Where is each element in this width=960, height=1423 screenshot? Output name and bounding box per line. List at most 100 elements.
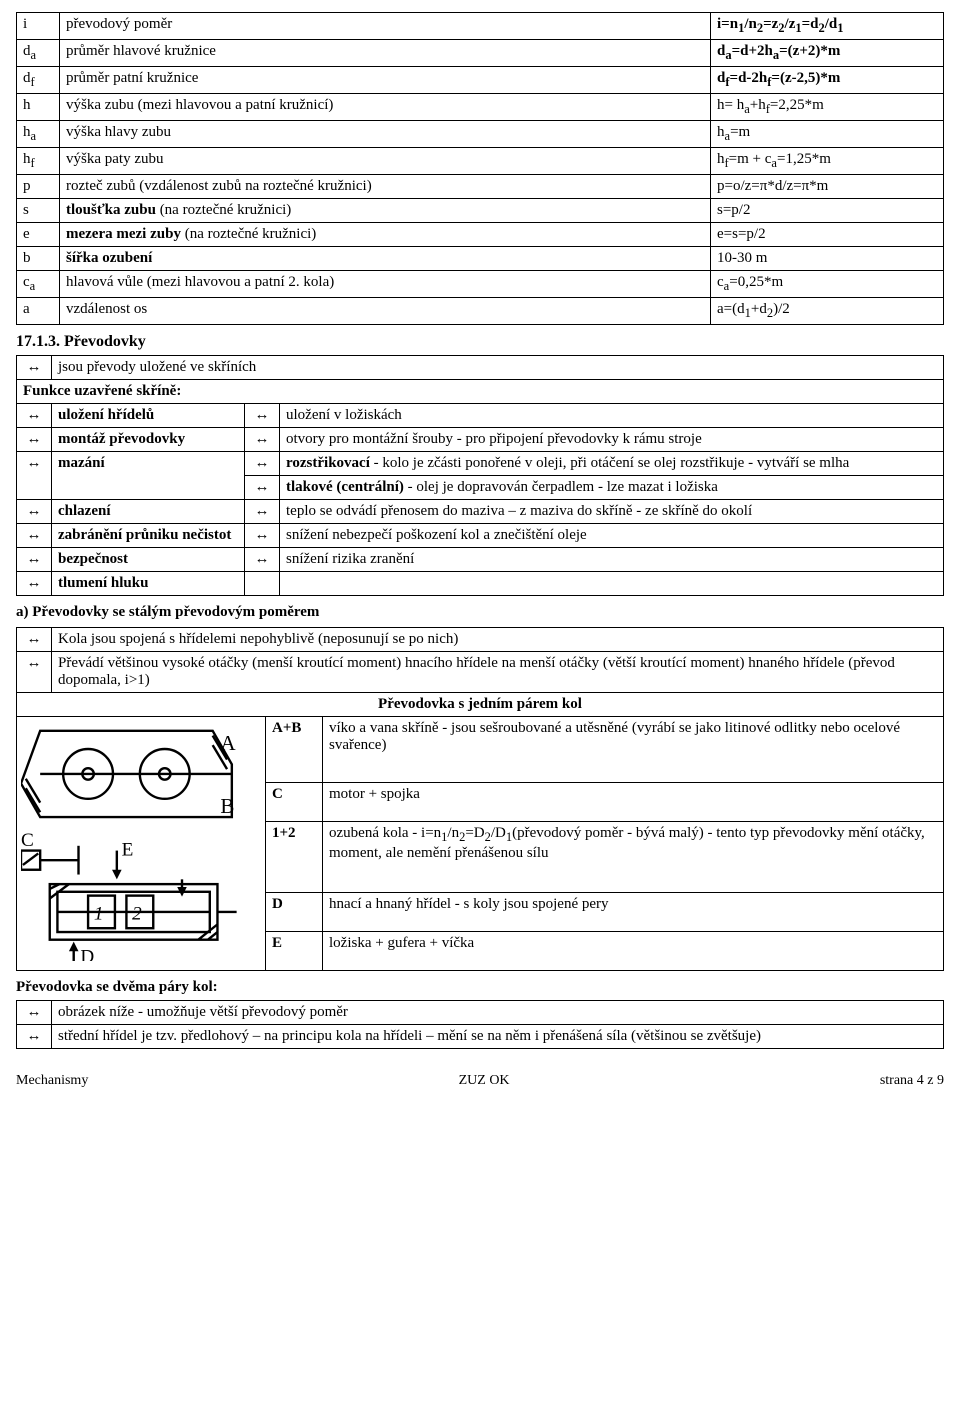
funkce-desc: snížení rizika zranění xyxy=(280,548,944,572)
param-desc: průměr patní kružnice xyxy=(60,67,711,94)
param-symbol: df xyxy=(17,67,60,94)
page-footer: Mechanismy ZUZ OK strana 4 z 9 xyxy=(16,1073,944,1089)
funkce-desc: otvory pro montážní šrouby - pro připoje… xyxy=(280,428,944,452)
funkce-label: mazání xyxy=(52,452,245,500)
footer-center: ZUZ OK xyxy=(459,1073,510,1089)
param-value: p=o/z=π*d/z=π*m xyxy=(711,175,944,199)
svg-text:E: E xyxy=(122,839,134,860)
funkce-desc: tlakové (centrální) - olej je dopravován… xyxy=(280,476,944,500)
param-symbol: h xyxy=(17,94,60,121)
arrow-cell: ↔ xyxy=(245,476,280,500)
footer-right: strana 4 z 9 xyxy=(880,1073,944,1089)
arrow-cell: ↔ xyxy=(17,628,52,652)
param-symbol: a xyxy=(17,298,60,325)
stalym-text: Kola jsou spojená s hřídelemi nepohybliv… xyxy=(52,628,944,652)
param-desc: šířka ozubení xyxy=(60,247,711,271)
param-value: ca=0,25*m xyxy=(711,271,944,298)
param-value: s=p/2 xyxy=(711,199,944,223)
param-desc: výška zubu (mezi hlavovou a patní kružni… xyxy=(60,94,711,121)
section-title: 17.1.3. Převodovky xyxy=(16,333,944,351)
funkce-desc: snížení nebezpečí poškození kol a znečiš… xyxy=(280,524,944,548)
arrow-cell: ↔ xyxy=(17,500,52,524)
gearbox-key: E xyxy=(266,932,323,971)
svg-text:A: A xyxy=(220,731,236,755)
arrow-cell: ↔ xyxy=(17,452,52,500)
param-symbol: e xyxy=(17,223,60,247)
svg-text:B: B xyxy=(220,794,234,818)
funkce-label: chlazení xyxy=(52,500,245,524)
param-value: a=(d1+d2)/2 xyxy=(711,298,944,325)
gearbox-key: A+B xyxy=(266,717,323,783)
gearbox-value: ložiska + gufera + víčka xyxy=(323,932,944,971)
param-desc: vzdálenost os xyxy=(60,298,711,325)
gearbox-diagram: A B xyxy=(17,717,266,971)
arrow-cell: ↔ xyxy=(17,356,52,380)
gearbox-svg: A B xyxy=(21,721,251,961)
param-symbol: i xyxy=(17,13,60,40)
param-value: df=d-2hf=(z-2,5)*m xyxy=(711,67,944,94)
svg-text:2: 2 xyxy=(132,904,142,925)
section-a-title: a) Převodovky se stálým převodovým poměr… xyxy=(16,604,944,621)
param-desc: průměr hlavové kružnice xyxy=(60,40,711,67)
funkce-desc: rozstřikovací - kolo je zčásti ponořené … xyxy=(280,452,944,476)
funkce-label: tlumení hluku xyxy=(52,572,245,596)
funkce-label: bezpečnost xyxy=(52,548,245,572)
param-desc: hlavová vůle (mezi hlavovou a patní 2. k… xyxy=(60,271,711,298)
arrow-cell: ↔ xyxy=(17,572,52,596)
arrow-cell: ↔ xyxy=(17,428,52,452)
param-desc: mezera mezi zuby (na roztečné kružnici) xyxy=(60,223,711,247)
gearbox-value: hnací a hnaný hřídel - s koly jsou spoje… xyxy=(323,893,944,932)
param-symbol: b xyxy=(17,247,60,271)
gearbox-head: Převodovka s jedním párem kol xyxy=(17,693,944,717)
arrow-cell: ↔ xyxy=(245,524,280,548)
arrow-cell: ↔ xyxy=(17,652,52,693)
intro-text: jsou převody uložené ve skříních xyxy=(52,356,944,380)
funkce-label: uložení hřídelů xyxy=(52,404,245,428)
param-symbol: da xyxy=(17,40,60,67)
two-pairs-title: Převodovka se dvěma páry kol: xyxy=(16,979,944,996)
param-symbol: ca xyxy=(17,271,60,298)
funkce-label: zabránění průniku nečistot xyxy=(52,524,245,548)
param-value: e=s=p/2 xyxy=(711,223,944,247)
param-desc: výška paty zubu xyxy=(60,148,711,175)
arrow-cell: ↔ xyxy=(17,524,52,548)
two-pairs-text: obrázek níže - umožňuje větší převodový … xyxy=(52,1001,944,1025)
arrow-cell: ↔ xyxy=(17,404,52,428)
param-value: i=n1/n2=z2/z1=d2/d1 xyxy=(711,13,944,40)
param-desc: výška hlavy zubu xyxy=(60,121,711,148)
param-desc: převodový poměr xyxy=(60,13,711,40)
arrow-cell: ↔ xyxy=(245,548,280,572)
gearbox-key: 1+2 xyxy=(266,822,323,893)
stalym-text: Převádí většinou vysoké otáčky (menší kr… xyxy=(52,652,944,693)
two-pairs-table: ↔obrázek níže - umožňuje větší převodový… xyxy=(16,1000,944,1049)
funkce-desc xyxy=(280,572,944,596)
svg-text:1: 1 xyxy=(94,904,104,925)
arrow-cell: ↔ xyxy=(245,452,280,476)
gearbox-key: C xyxy=(266,783,323,822)
arrow-cell: ↔ xyxy=(245,500,280,524)
param-symbol: s xyxy=(17,199,60,223)
param-value: h= ha+hf=2,25*m xyxy=(711,94,944,121)
param-value: 10-30 m xyxy=(711,247,944,271)
footer-left: Mechanismy xyxy=(16,1073,88,1089)
funkce-table: ↔ jsou převody uložené ve skříních Funkc… xyxy=(16,355,944,596)
arrow-cell: ↔ xyxy=(17,548,52,572)
param-desc: tloušťka zubu (na roztečné kružnici) xyxy=(60,199,711,223)
param-symbol: p xyxy=(17,175,60,199)
two-pairs-text: střední hřídel je tzv. předlohový – na p… xyxy=(52,1025,944,1049)
param-value: ha=m xyxy=(711,121,944,148)
gearbox-value: motor + spojka xyxy=(323,783,944,822)
param-symbol: hf xyxy=(17,148,60,175)
param-symbol: ha xyxy=(17,121,60,148)
arrow-cell xyxy=(245,572,280,596)
arrow-cell: ↔ xyxy=(245,404,280,428)
parameters-table: ipřevodový poměri=n1/n2=z2/z1=d2/d1 daprů… xyxy=(16,12,944,325)
gearbox-value: ozubená kola - i=n1/n2=D2/D1(převodový p… xyxy=(323,822,944,893)
param-value: hf=m + ca=1,25*m xyxy=(711,148,944,175)
arrow-cell: ↔ xyxy=(17,1001,52,1025)
param-value: da=d+2ha=(z+2)*m xyxy=(711,40,944,67)
funkce-desc: uložení v ložiskách xyxy=(280,404,944,428)
svg-text:D: D xyxy=(80,947,94,961)
gearbox-value: víko a vana skříně - jsou sešroubované a… xyxy=(323,717,944,783)
funkce-label: montáž převodovky xyxy=(52,428,245,452)
